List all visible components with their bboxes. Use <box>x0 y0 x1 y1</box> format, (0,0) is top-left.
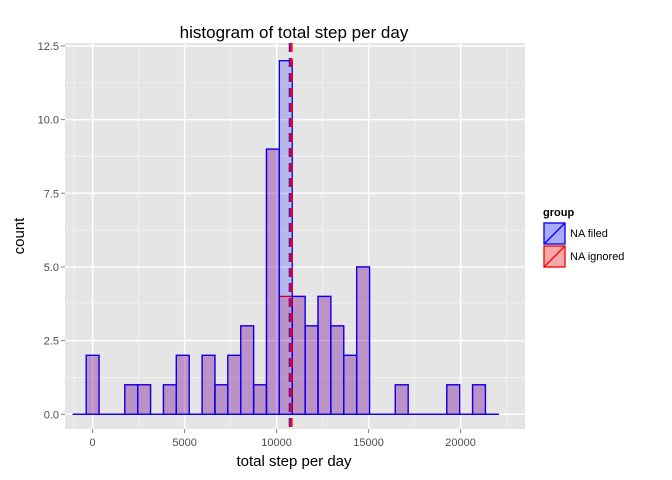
histogram-bar-na-filed <box>137 384 152 415</box>
legend-label: NA filed <box>570 228 608 240</box>
legend-key-na-filed: NA filed <box>543 222 608 245</box>
y-tick-label: 0.0 <box>44 409 59 421</box>
legend-key-na-ignored: NA ignored <box>543 245 624 268</box>
y-axis-ticks: 0.0 2.5 5.0 7.5 10.0 12.5 <box>38 41 65 421</box>
major-gridlines <box>65 43 525 429</box>
histogram-bar-na-filed <box>227 354 242 415</box>
y-tick-label: 10.0 <box>38 115 59 127</box>
legend-swatch-slash <box>543 222 566 245</box>
x-tick-label: 15000 <box>353 437 384 449</box>
histogram-bar-na-filed <box>201 354 216 415</box>
histogram-bar-na-filed <box>355 266 371 415</box>
y-tick-label: 5.0 <box>44 262 59 274</box>
legend: group NA filed NA ignored <box>543 207 624 268</box>
histogram-bar-na-filed <box>471 384 487 415</box>
plot-panel <box>65 43 525 429</box>
histogram-bar-na-filed <box>85 354 100 415</box>
histogram-bar-na-filed <box>446 384 461 415</box>
x-tick-label: 0 <box>90 437 96 449</box>
legend-title: group <box>543 207 574 219</box>
minor-gridlines <box>65 43 525 429</box>
histogram-bar-na-filed <box>317 295 332 415</box>
x-tick-label: 5000 <box>172 437 196 449</box>
y-tick-label: 2.5 <box>44 336 59 348</box>
histogram-bar-na-filed <box>240 325 255 415</box>
histogram-bar-na-filed <box>175 354 190 415</box>
histogram-bar-na-filed <box>394 384 409 415</box>
x-axis-title: total step per day <box>236 453 352 470</box>
x-tick-label: 20000 <box>445 437 476 449</box>
legend-label: NA ignored <box>570 251 624 263</box>
y-axis-title: count <box>11 217 28 255</box>
histogram-bar-na-filed <box>343 354 358 415</box>
histogram-bar-na-filed <box>330 325 345 415</box>
histogram-bar-na-filed <box>162 384 177 415</box>
histogram-bar-na-filed <box>124 384 139 415</box>
y-tick-label: 12.5 <box>38 41 59 53</box>
histogram-bar-na-filed <box>252 384 268 415</box>
histogram-bar-na-filed <box>214 384 229 415</box>
y-tick-label: 7.5 <box>44 188 59 200</box>
legend-swatch-slash <box>543 245 566 268</box>
histogram-bar-na-filed <box>304 325 319 415</box>
histogram-bar-na-filed <box>291 295 306 415</box>
histogram-bar-na-filed <box>265 148 281 415</box>
x-tick-label: 10000 <box>261 437 292 449</box>
chart-title: histogram of total step per day <box>180 23 409 42</box>
histogram-bars <box>72 60 499 415</box>
mean-lines <box>288 43 293 429</box>
x-axis-ticks: 0 5000 10000 15000 20000 <box>90 429 476 449</box>
legend-keys: NA filed NA ignored <box>543 222 624 268</box>
